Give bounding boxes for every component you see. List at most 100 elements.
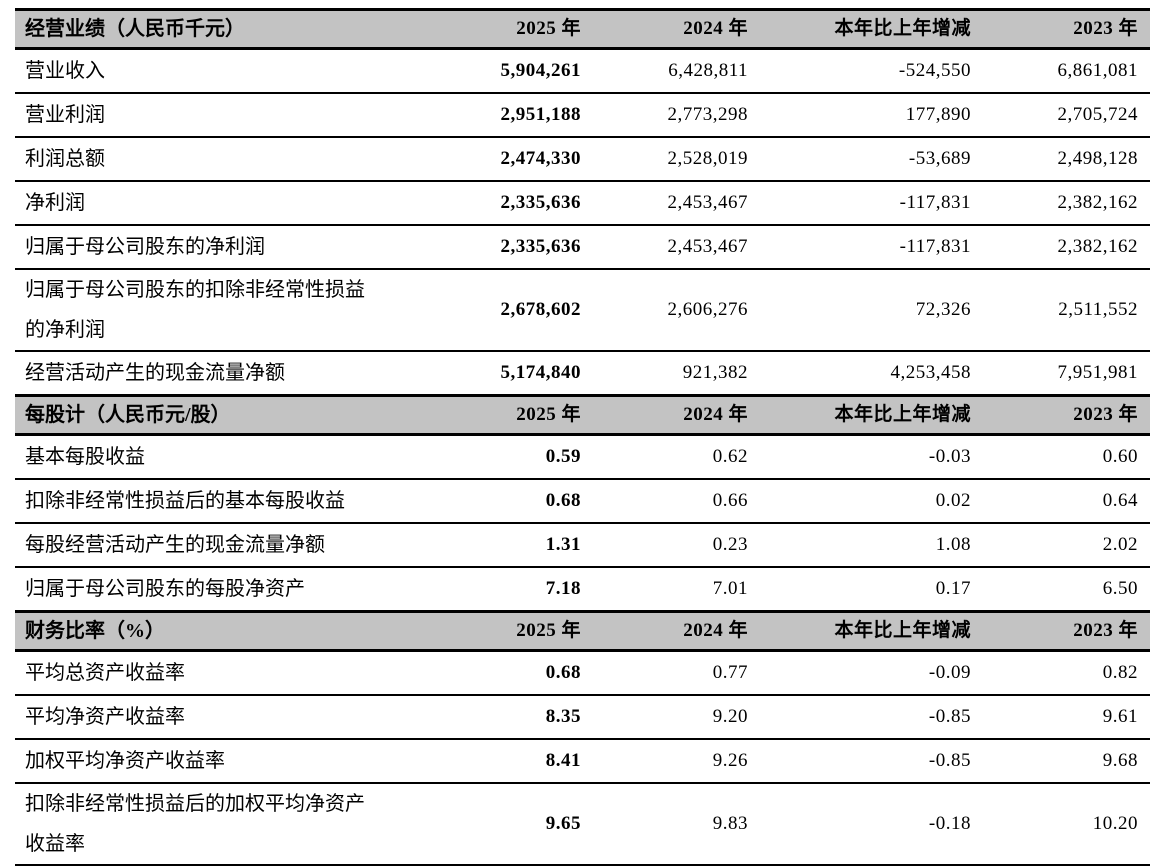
value-2024-cell: 6,428,811 [593, 48, 760, 94]
value-2024-cell: 2,453,467 [593, 225, 760, 270]
value-2023-cell: 7,951,981 [983, 351, 1150, 397]
table-row: 加权平均净资产收益率 8.41 9.26 -0.85 9.68 [15, 739, 1150, 784]
value-2023-cell: 2,705,724 [983, 93, 1150, 138]
table-row: 归属于母公司股东的每股净资产 7.18 7.01 0.17 6.50 [15, 567, 1150, 613]
value-2025-cell: 5,904,261 [435, 48, 593, 94]
value-2024-cell: 921,382 [593, 351, 760, 397]
value-change-cell: 1.08 [760, 523, 983, 568]
value-2024-cell: 2,528,019 [593, 137, 760, 182]
value-2024-cell: 0.23 [593, 523, 760, 568]
table-row: 利润总额 2,474,330 2,528,019 -53,689 2,498,128 [15, 137, 1150, 182]
row-label-cell: 净利润 [15, 181, 435, 226]
value-2023-cell: 2,382,162 [983, 225, 1150, 270]
value-2025-cell: 5,174,840 [435, 351, 593, 397]
value-2023-cell: 2,498,128 [983, 137, 1150, 182]
value-change-cell: 0.17 [760, 567, 983, 613]
header-change-cell: 本年比上年增减 [760, 8, 983, 50]
row-label-cell: 归属于母公司股东的净利润 [15, 225, 435, 270]
value-change-cell: -0.85 [760, 695, 983, 740]
value-2023-cell: 2,382,162 [983, 181, 1150, 226]
value-2024-cell: 9.20 [593, 695, 760, 740]
value-2025-cell: 2,678,602 [435, 269, 593, 352]
value-2025-cell: 0.68 [435, 650, 593, 696]
section-header-row: 经营业绩（人民币千元） 2025 年 2024 年本年比上年增减 2023 年 [15, 8, 1150, 50]
header-2024-cell: 2024 年 [593, 610, 760, 652]
value-2025-cell: 8.41 [435, 739, 593, 784]
value-2024-cell: 9.26 [593, 739, 760, 784]
value-change-cell: 0.02 [760, 479, 983, 524]
value-change-cell: 72,326 [760, 269, 983, 352]
table-row: 归属于母公司股东的扣除非经常性损益 的净利润 2,678,602 2,606,276 7… [15, 269, 1150, 352]
header-2023-cell: 2023 年 [983, 394, 1150, 436]
financial-summary-table: 经营业绩（人民币千元） 2025 年 2024 年本年比上年增减 2023 年营业收入… [15, 8, 1150, 866]
value-2025-cell: 1.31 [435, 523, 593, 568]
value-change-cell: 177,890 [760, 93, 983, 138]
table-row: 经营活动产生的现金流量净额 5,174,840 921,382 4,253,458 7,… [15, 351, 1150, 397]
value-2023-cell: 9.61 [983, 695, 1150, 740]
header-2024-cell: 2024 年 [593, 394, 760, 436]
value-2023-cell: 2,511,552 [983, 269, 1150, 352]
table-row: 平均净资产收益率 8.35 9.20 -0.85 9.61 [15, 695, 1150, 740]
row-label-cell: 扣除非经常性损益后的加权平均净资产 收益率 [15, 783, 435, 866]
value-change-cell: -0.03 [760, 434, 983, 480]
value-2023-cell: 6,861,081 [983, 48, 1150, 94]
value-2025-cell: 0.68 [435, 479, 593, 524]
value-2025-cell: 2,474,330 [435, 137, 593, 182]
row-label-cell: 经营活动产生的现金流量净额 [15, 351, 435, 397]
value-2023-cell: 6.50 [983, 567, 1150, 613]
value-2024-cell: 0.62 [593, 434, 760, 480]
row-label-cell: 平均净资产收益率 [15, 695, 435, 740]
row-label-line: 收益率 [25, 833, 85, 855]
value-2025-cell: 7.18 [435, 567, 593, 613]
section-title: 每股计（人民币元/股） [15, 394, 435, 436]
row-label-cell: 营业利润 [15, 93, 435, 138]
value-2023-cell: 0.82 [983, 650, 1150, 696]
value-2024-cell: 2,773,298 [593, 93, 760, 138]
table-row: 净利润 2,335,636 2,453,467 -117,831 2,382,162 [15, 181, 1150, 226]
table-row: 营业利润 2,951,188 2,773,298 177,890 2,705,724 [15, 93, 1150, 138]
value-2025-cell: 8.35 [435, 695, 593, 740]
value-change-cell: -0.85 [760, 739, 983, 784]
table-row: 基本每股收益 0.59 0.62 -0.03 0.60 [15, 434, 1150, 480]
value-2023-cell: 0.60 [983, 434, 1150, 480]
header-2024-cell: 2024 年 [593, 8, 760, 50]
header-2025-cell: 2025 年 [435, 8, 593, 50]
header-2025-cell: 2025 年 [435, 394, 593, 436]
value-2024-cell: 0.77 [593, 650, 760, 696]
section-title: 财务比率（%） [15, 610, 435, 652]
value-2023-cell: 10.20 [983, 783, 1150, 866]
table-row: 平均总资产收益率 0.68 0.77 -0.09 0.82 [15, 650, 1150, 696]
row-label-cell: 加权平均净资产收益率 [15, 739, 435, 784]
value-2025-cell: 9.65 [435, 783, 593, 866]
value-2025-cell: 0.59 [435, 434, 593, 480]
value-2024-cell: 7.01 [593, 567, 760, 613]
row-label-cell: 利润总额 [15, 137, 435, 182]
row-label-cell: 归属于母公司股东的每股净资产 [15, 567, 435, 613]
value-2023-cell: 0.64 [983, 479, 1150, 524]
value-2024-cell: 0.66 [593, 479, 760, 524]
row-label-cell: 每股经营活动产生的现金流量净额 [15, 523, 435, 568]
section-title: 经营业绩（人民币千元） [15, 8, 435, 50]
header-2023-cell: 2023 年 [983, 610, 1150, 652]
row-label-cell: 基本每股收益 [15, 434, 435, 480]
table-row: 营业收入 5,904,261 6,428,811 -524,550 6,861,081 [15, 48, 1150, 94]
row-label-line: 的净利润 [25, 319, 105, 341]
value-change-cell: -0.18 [760, 783, 983, 866]
header-change-cell: 本年比上年增减 [760, 394, 983, 436]
table-row: 扣除非经常性损益后的基本每股收益 0.68 0.66 0.02 0.64 [15, 479, 1150, 524]
section-header-row: 每股计（人民币元/股） 2025 年 2024 年本年比上年增减 2023 年 [15, 394, 1150, 436]
value-2024-cell: 9.83 [593, 783, 760, 866]
row-label-cell: 归属于母公司股东的扣除非经常性损益 的净利润 [15, 269, 435, 352]
value-change-cell: 4,253,458 [760, 351, 983, 397]
section-header-row: 财务比率（%） 2025 年 2024 年本年比上年增减 2023 年 [15, 610, 1150, 652]
value-2023-cell: 9.68 [983, 739, 1150, 784]
value-2024-cell: 2,453,467 [593, 181, 760, 226]
value-2023-cell: 2.02 [983, 523, 1150, 568]
table-row: 扣除非经常性损益后的加权平均净资产 收益率 9.65 9.83 -0.18 10.20 [15, 783, 1150, 866]
row-label-line: 扣除非经常性损益后的加权平均净资产 [25, 793, 365, 815]
value-change-cell: -117,831 [760, 225, 983, 270]
header-change-cell: 本年比上年增减 [760, 610, 983, 652]
table-row: 每股经营活动产生的现金流量净额 1.31 0.23 1.08 2.02 [15, 523, 1150, 568]
value-change-cell: -117,831 [760, 181, 983, 226]
value-change-cell: -0.09 [760, 650, 983, 696]
